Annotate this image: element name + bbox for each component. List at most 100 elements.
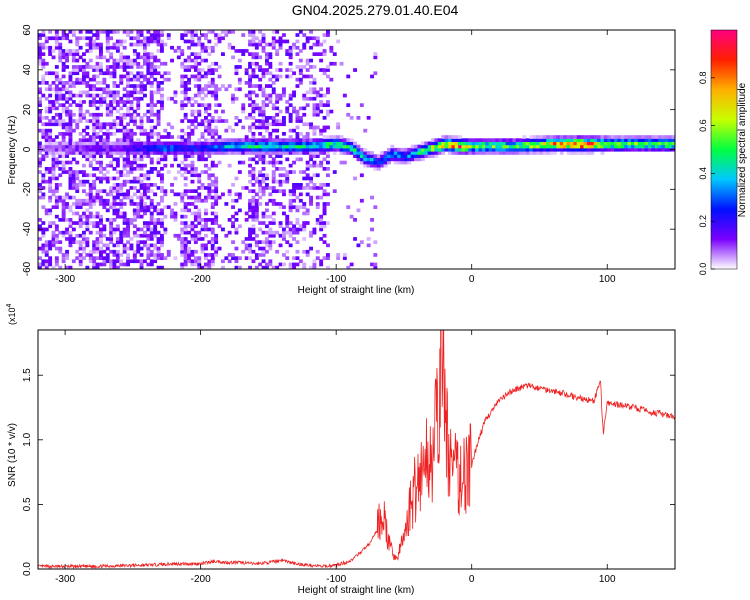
spectrogram-cell bbox=[234, 265, 239, 269]
spectrogram-cell bbox=[38, 109, 42, 114]
spectrogram-cell bbox=[105, 163, 110, 168]
spectrogram-cell bbox=[149, 96, 154, 101]
spectrogram-cell bbox=[265, 173, 269, 178]
spectrogram-cell bbox=[268, 151, 273, 155]
spectrogram-cell bbox=[85, 214, 90, 219]
spectrogram-cell bbox=[332, 52, 337, 56]
spectrogram-cell bbox=[403, 157, 408, 162]
spectrogram-cell bbox=[556, 147, 561, 152]
spectrogram-cell bbox=[251, 141, 256, 146]
spectrogram-cell bbox=[65, 230, 69, 235]
spectrogram-cell bbox=[254, 253, 259, 257]
spectrogram-cell bbox=[88, 192, 93, 197]
spectrogram-cell bbox=[149, 147, 154, 152]
spectrogram-cell bbox=[136, 249, 141, 254]
spectrogram-cell bbox=[322, 147, 327, 152]
spectrogram-cell bbox=[326, 74, 330, 79]
spectrogram-cell bbox=[160, 195, 164, 200]
spectrogram-cell bbox=[160, 49, 164, 53]
spectrogram-cell bbox=[271, 202, 276, 206]
spectrogram-cell bbox=[326, 183, 330, 187]
spectrogram-cell bbox=[400, 157, 405, 162]
spectrogram-cell bbox=[271, 122, 276, 127]
spectrogram-cell bbox=[278, 119, 283, 123]
spectrogram-cell bbox=[610, 138, 615, 142]
spectrogram-cell bbox=[309, 36, 313, 41]
spectrogram-cell bbox=[146, 205, 151, 209]
spectrogram-cell bbox=[99, 100, 103, 104]
spectrogram-cell bbox=[258, 55, 263, 60]
spectrogram-cell bbox=[61, 68, 66, 72]
spectrogram-cell bbox=[265, 52, 269, 56]
spectrogram-cell bbox=[112, 119, 117, 123]
spectrogram-cell bbox=[210, 183, 215, 187]
spectrogram-cell bbox=[268, 198, 273, 203]
spectrogram-cell bbox=[92, 141, 97, 146]
spectrogram-cell bbox=[149, 90, 154, 95]
spectrogram-cell bbox=[99, 93, 103, 98]
spectrogram-cell bbox=[82, 214, 86, 219]
spectrogram-cell bbox=[61, 74, 66, 79]
spectrogram-cell bbox=[288, 116, 293, 120]
spectrogram-cell bbox=[265, 61, 269, 66]
spectrogram-cell bbox=[41, 221, 46, 225]
spectrogram-cell bbox=[468, 141, 473, 146]
spectrogram-cell bbox=[282, 253, 286, 257]
spectrogram-cell bbox=[132, 230, 137, 235]
spectrogram-cell bbox=[82, 233, 86, 238]
spectrogram-cell bbox=[204, 256, 208, 260]
spectrogram-cell bbox=[288, 147, 293, 152]
spectrogram-cell bbox=[485, 151, 490, 155]
spectrogram-cell bbox=[112, 106, 117, 111]
spectrogram-cell bbox=[58, 265, 63, 269]
spectrogram-cell bbox=[99, 179, 103, 184]
spectrogram-cell bbox=[200, 58, 205, 63]
spectrogram-cell bbox=[261, 87, 266, 92]
spectrogram-cell bbox=[285, 218, 290, 222]
spectrogram-cell bbox=[136, 233, 141, 238]
spectrogram-cell bbox=[153, 243, 158, 248]
spectrogram-cell bbox=[68, 39, 73, 44]
spectrogram-cell bbox=[51, 100, 56, 104]
spectrogram-cell bbox=[451, 138, 456, 142]
spectrogram-cell bbox=[288, 141, 293, 146]
spectrogram-cell bbox=[54, 147, 59, 152]
spectrogram-cell bbox=[160, 179, 164, 184]
spectrogram-cell bbox=[51, 237, 56, 241]
spectrogram-cell bbox=[200, 122, 205, 127]
spectrogram-cell bbox=[224, 138, 229, 142]
spectrogram-cell bbox=[112, 243, 117, 248]
spectrogram-cell bbox=[326, 90, 330, 95]
spectrogram-cell bbox=[41, 176, 46, 181]
spectrogram-cell bbox=[126, 253, 130, 257]
spectrogram-cell bbox=[204, 170, 208, 174]
spectrogram-cell bbox=[288, 198, 293, 203]
spectrogram-cell bbox=[559, 141, 564, 146]
spectrogram-cell bbox=[149, 135, 154, 139]
spectrogram-cell bbox=[224, 147, 229, 152]
spectrogram-cell bbox=[214, 96, 219, 101]
spectrogram-cell bbox=[210, 253, 215, 257]
spectrogram-cell bbox=[641, 138, 645, 142]
spectrogram-cell bbox=[92, 103, 97, 107]
spectrogram-cell bbox=[170, 189, 174, 193]
spectrogram-cell bbox=[268, 221, 273, 225]
spectrogram-cell bbox=[173, 49, 178, 53]
spectrogram-cell bbox=[129, 106, 134, 111]
spectrogram-cell bbox=[119, 141, 124, 146]
spectrogram-cell bbox=[214, 93, 219, 98]
spectrogram-cell bbox=[44, 243, 49, 248]
spectrogram-cell bbox=[41, 186, 46, 190]
spectrogram-cell bbox=[200, 246, 205, 251]
spectrogram-cell bbox=[349, 116, 354, 120]
spectrogram-cell bbox=[234, 198, 239, 203]
spectrogram-cell bbox=[271, 170, 276, 174]
spectrogram-cell bbox=[139, 122, 144, 127]
spectrogram-cell bbox=[82, 116, 86, 120]
spectrogram-cell bbox=[326, 125, 330, 130]
spectrogram-cell bbox=[139, 144, 144, 149]
spectrogram-cell bbox=[302, 45, 307, 50]
spectrogram-cell bbox=[258, 221, 263, 225]
spectrogram-cell bbox=[261, 176, 266, 181]
spectrogram-cell bbox=[207, 195, 212, 200]
